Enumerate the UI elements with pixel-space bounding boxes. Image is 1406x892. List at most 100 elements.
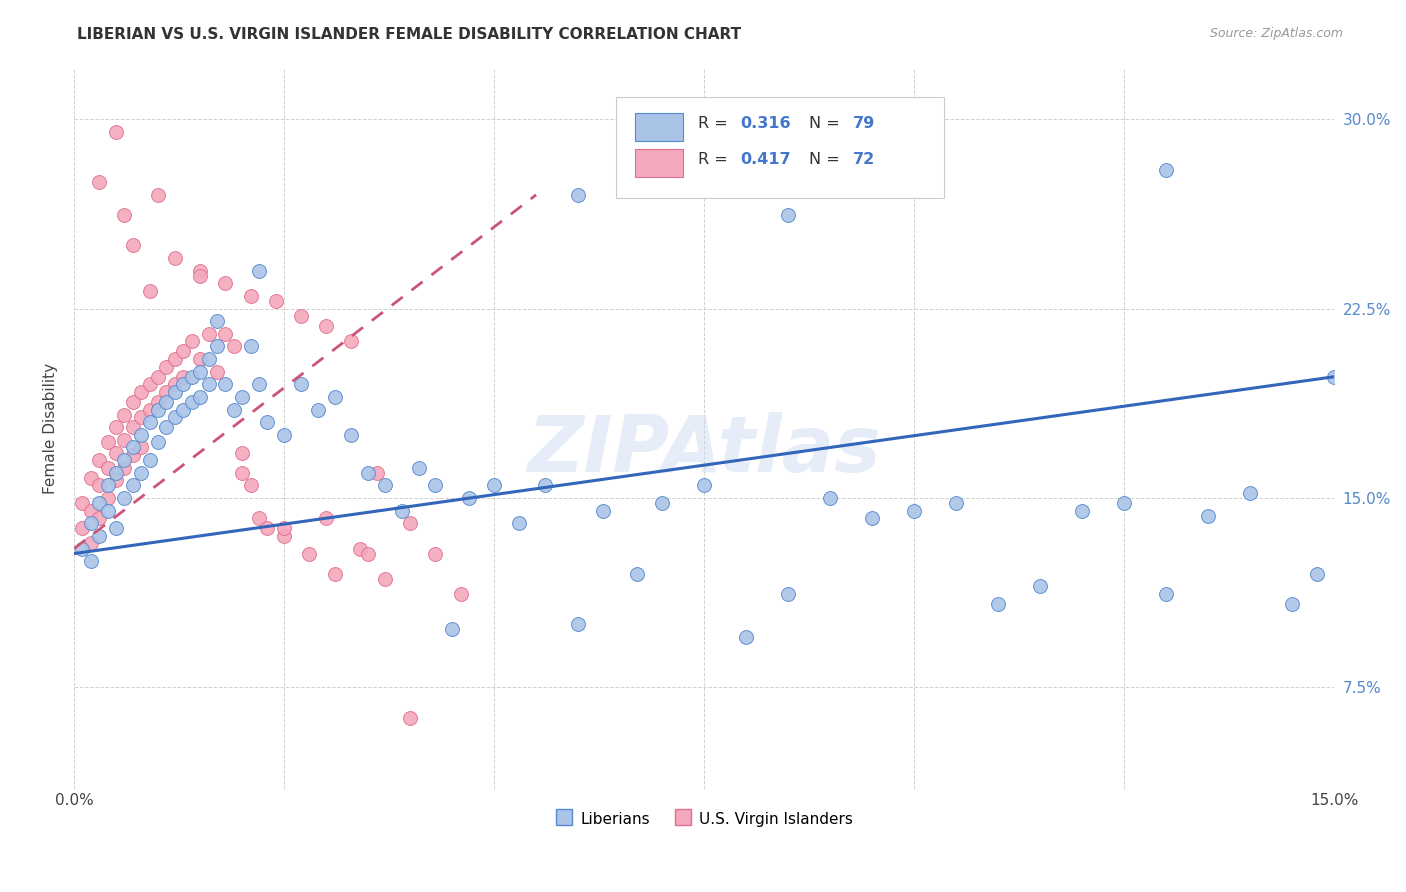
- Point: [105, 466, 128, 480]
- Point: [239, 289, 262, 303]
- Point: [163, 377, 186, 392]
- Point: [425, 547, 447, 561]
- Text: 0.316: 0.316: [741, 117, 792, 131]
- Point: [222, 402, 245, 417]
- Point: [205, 314, 228, 328]
- Point: [89, 529, 111, 543]
- Point: [89, 496, 111, 510]
- Point: [349, 541, 371, 556]
- Text: 72: 72: [853, 153, 875, 168]
- Point: [97, 435, 120, 450]
- Point: [105, 473, 128, 487]
- Point: [408, 460, 430, 475]
- Text: N =: N =: [808, 153, 845, 168]
- Point: [323, 566, 346, 581]
- Point: [903, 503, 925, 517]
- Point: [72, 496, 94, 510]
- Point: [693, 478, 716, 492]
- Point: [205, 365, 228, 379]
- Point: [1323, 369, 1346, 384]
- Point: [122, 448, 145, 462]
- Point: [80, 554, 103, 568]
- FancyBboxPatch shape: [616, 97, 943, 198]
- Point: [97, 460, 120, 475]
- Point: [247, 377, 270, 392]
- Point: [273, 521, 295, 535]
- Point: [172, 369, 194, 384]
- Point: [163, 251, 186, 265]
- Point: [231, 445, 253, 459]
- Point: [146, 369, 169, 384]
- Point: [114, 460, 136, 475]
- Point: [197, 326, 219, 341]
- Point: [626, 566, 648, 581]
- Point: [1306, 566, 1329, 581]
- Text: R =: R =: [697, 117, 733, 131]
- Point: [97, 478, 120, 492]
- Point: [298, 547, 321, 561]
- Point: [315, 511, 337, 525]
- Point: [155, 395, 177, 409]
- Point: [567, 187, 589, 202]
- Point: [592, 503, 614, 517]
- Bar: [636, 113, 683, 141]
- Point: [778, 208, 800, 222]
- Point: [138, 284, 160, 298]
- Point: [114, 433, 136, 447]
- Point: [374, 572, 396, 586]
- Point: [80, 536, 103, 550]
- Point: [256, 521, 278, 535]
- Point: [188, 268, 211, 283]
- Point: [290, 309, 312, 323]
- Point: [818, 491, 841, 505]
- Point: [1154, 587, 1177, 601]
- Point: [239, 478, 262, 492]
- Text: 79: 79: [853, 117, 875, 131]
- Point: [114, 208, 136, 222]
- Bar: [636, 149, 683, 177]
- Point: [1281, 597, 1303, 611]
- Point: [105, 125, 128, 139]
- Text: N =: N =: [808, 117, 845, 131]
- Point: [188, 365, 211, 379]
- Point: [231, 466, 253, 480]
- Text: LIBERIAN VS U.S. VIRGIN ISLANDER FEMALE DISABILITY CORRELATION CHART: LIBERIAN VS U.S. VIRGIN ISLANDER FEMALE …: [77, 27, 741, 42]
- Point: [138, 415, 160, 429]
- Point: [172, 402, 194, 417]
- Point: [778, 587, 800, 601]
- Point: [247, 511, 270, 525]
- Point: [80, 516, 103, 531]
- Point: [163, 384, 186, 399]
- Point: [247, 263, 270, 277]
- Point: [391, 503, 413, 517]
- Point: [450, 587, 472, 601]
- Point: [441, 623, 464, 637]
- Point: [105, 445, 128, 459]
- Point: [146, 395, 169, 409]
- Point: [256, 415, 278, 429]
- Point: [114, 408, 136, 422]
- Point: [146, 187, 169, 202]
- Point: [138, 402, 160, 417]
- Point: [188, 263, 211, 277]
- Point: [1197, 508, 1219, 523]
- Point: [273, 427, 295, 442]
- Point: [80, 471, 103, 485]
- Point: [129, 410, 152, 425]
- Point: [122, 395, 145, 409]
- Point: [735, 630, 758, 644]
- Point: [1029, 579, 1052, 593]
- Point: [180, 395, 202, 409]
- Point: [155, 420, 177, 434]
- Point: [458, 491, 481, 505]
- Point: [72, 541, 94, 556]
- Point: [122, 441, 145, 455]
- Point: [357, 466, 380, 480]
- Point: [97, 503, 120, 517]
- Point: [188, 352, 211, 367]
- Point: [89, 511, 111, 525]
- Point: [122, 238, 145, 252]
- Point: [146, 435, 169, 450]
- Point: [357, 547, 380, 561]
- Point: [129, 427, 152, 442]
